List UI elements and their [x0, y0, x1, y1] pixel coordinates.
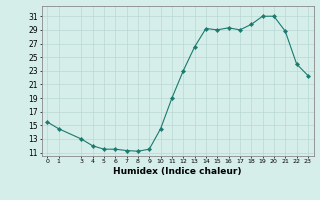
X-axis label: Humidex (Indice chaleur): Humidex (Indice chaleur) [113, 167, 242, 176]
